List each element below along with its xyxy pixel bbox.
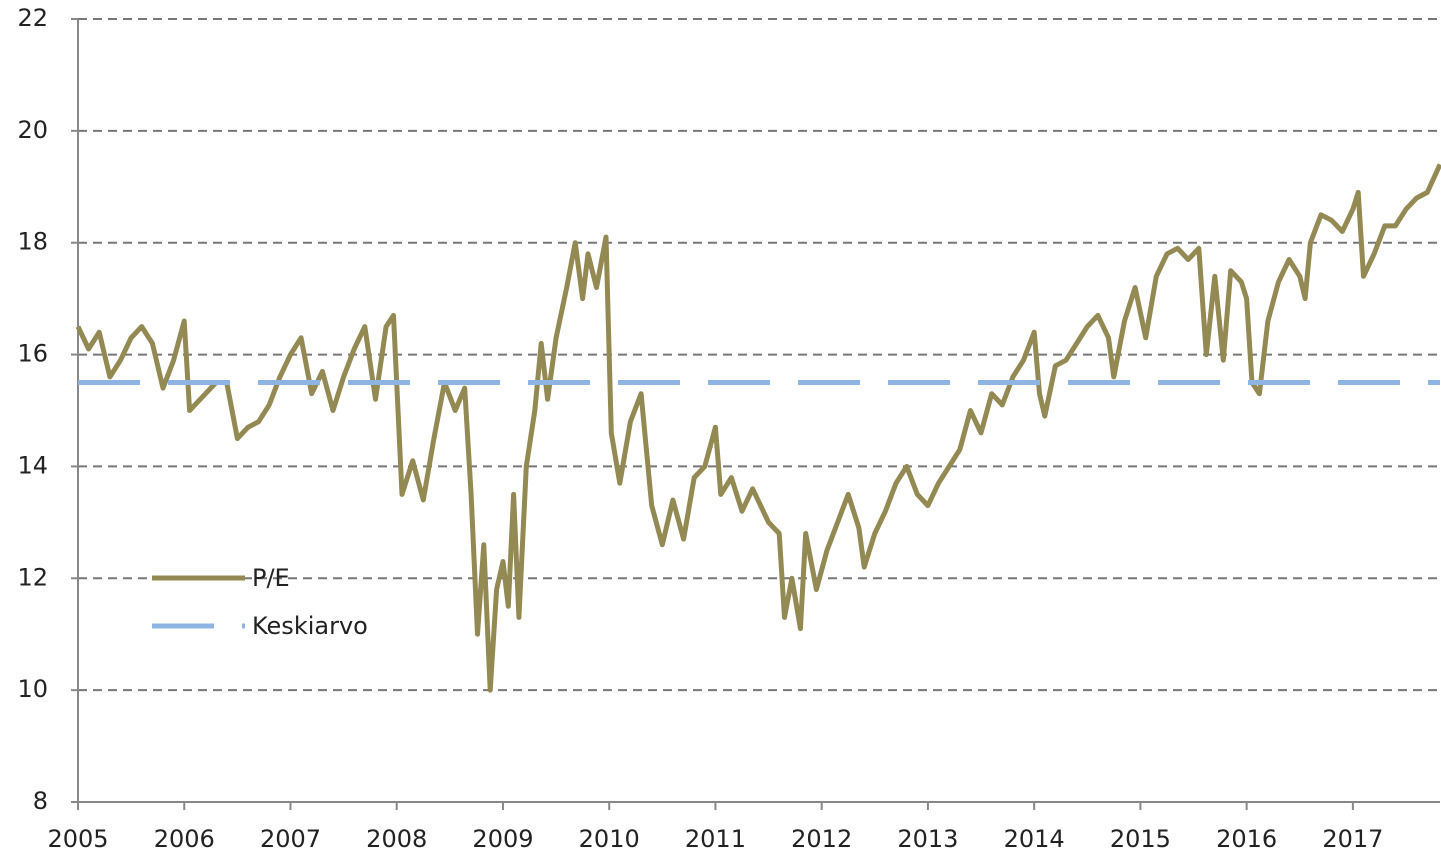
x-tick-label: 2012 [791,825,852,853]
y-tick-label: 14 [17,451,48,479]
x-tick-label: 2008 [366,825,427,853]
y-tick-label: 18 [17,228,48,256]
x-tick-label: 2007 [260,825,321,853]
x-tick-label: 2013 [897,825,958,853]
y-tick-label: 20 [17,116,48,144]
y-tick-label: 10 [17,675,48,703]
x-tick-label: 2015 [1110,825,1171,853]
x-tick-label: 2010 [579,825,640,853]
x-tick-label: 2006 [154,825,215,853]
y-tick-label: 8 [33,787,48,815]
y-tick-label: 16 [17,340,48,368]
x-tick-label: 2016 [1216,825,1277,853]
legend-label: P/E [252,564,290,592]
y-tick-label: 22 [17,4,48,32]
x-tick-label: 2014 [1004,825,1065,853]
x-tick-label: 2009 [472,825,533,853]
x-tick-label: 2005 [47,825,108,853]
series-line [75,163,1441,693]
x-tick-label: 2011 [685,825,746,853]
legend-label: Keskiarvo [252,612,368,640]
y-tick-label: 12 [17,563,48,591]
x-tick-label: 2017 [1322,825,1383,853]
